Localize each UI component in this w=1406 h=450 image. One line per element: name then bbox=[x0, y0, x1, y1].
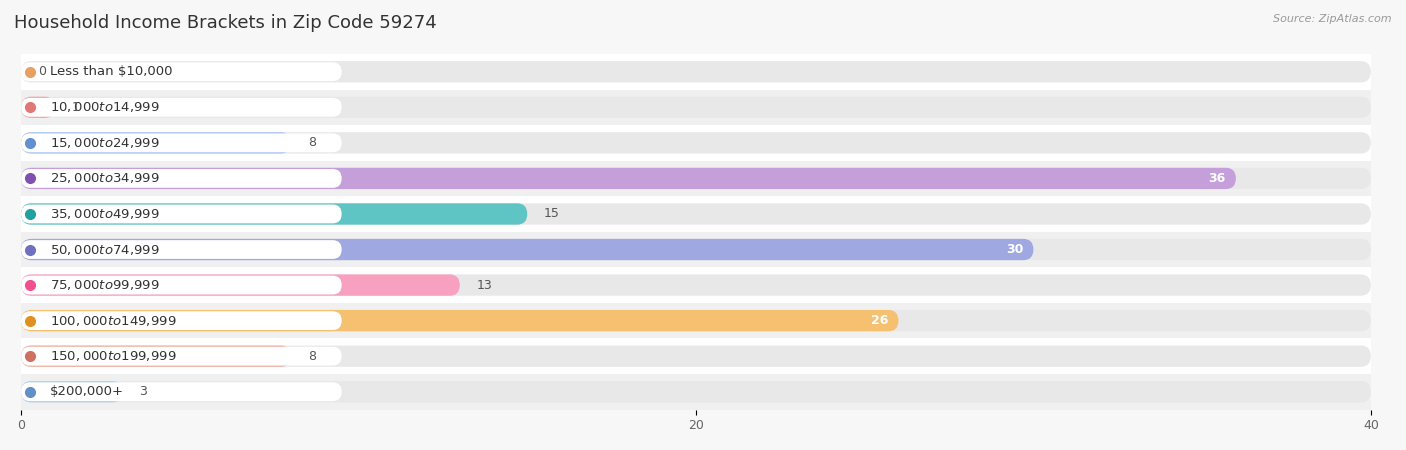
Text: $75,000 to $99,999: $75,000 to $99,999 bbox=[51, 278, 160, 292]
FancyBboxPatch shape bbox=[21, 381, 122, 402]
Text: $35,000 to $49,999: $35,000 to $49,999 bbox=[51, 207, 160, 221]
Text: 8: 8 bbox=[308, 350, 316, 363]
FancyBboxPatch shape bbox=[21, 310, 898, 331]
FancyBboxPatch shape bbox=[21, 203, 527, 225]
FancyBboxPatch shape bbox=[21, 63, 342, 81]
FancyBboxPatch shape bbox=[21, 134, 342, 152]
Text: $200,000+: $200,000+ bbox=[51, 385, 124, 398]
FancyBboxPatch shape bbox=[21, 240, 342, 259]
FancyBboxPatch shape bbox=[21, 168, 1236, 189]
FancyBboxPatch shape bbox=[21, 61, 1371, 82]
Text: $150,000 to $199,999: $150,000 to $199,999 bbox=[51, 349, 177, 363]
Text: $15,000 to $24,999: $15,000 to $24,999 bbox=[51, 136, 160, 150]
FancyBboxPatch shape bbox=[21, 205, 342, 223]
FancyBboxPatch shape bbox=[21, 168, 1371, 189]
FancyBboxPatch shape bbox=[21, 132, 291, 153]
Text: $50,000 to $74,999: $50,000 to $74,999 bbox=[51, 243, 160, 256]
FancyBboxPatch shape bbox=[21, 97, 1371, 118]
Bar bbox=[21, 125, 1371, 161]
Text: 30: 30 bbox=[1005, 243, 1024, 256]
FancyBboxPatch shape bbox=[21, 276, 342, 294]
FancyBboxPatch shape bbox=[21, 311, 342, 330]
FancyBboxPatch shape bbox=[21, 169, 342, 188]
FancyBboxPatch shape bbox=[21, 274, 1371, 296]
FancyBboxPatch shape bbox=[21, 346, 291, 367]
Text: 36: 36 bbox=[1209, 172, 1226, 185]
Text: 3: 3 bbox=[139, 385, 148, 398]
FancyBboxPatch shape bbox=[21, 203, 1371, 225]
FancyBboxPatch shape bbox=[21, 310, 1371, 331]
FancyBboxPatch shape bbox=[21, 98, 342, 117]
Text: 13: 13 bbox=[477, 279, 492, 292]
FancyBboxPatch shape bbox=[21, 347, 342, 365]
Text: 15: 15 bbox=[544, 207, 560, 220]
Text: Less than $10,000: Less than $10,000 bbox=[51, 65, 173, 78]
FancyBboxPatch shape bbox=[21, 132, 1371, 153]
FancyBboxPatch shape bbox=[21, 239, 1371, 260]
Text: $10,000 to $14,999: $10,000 to $14,999 bbox=[51, 100, 160, 114]
Bar bbox=[21, 303, 1371, 338]
Text: 26: 26 bbox=[870, 314, 889, 327]
Bar bbox=[21, 232, 1371, 267]
Text: $100,000 to $149,999: $100,000 to $149,999 bbox=[51, 314, 177, 328]
Bar bbox=[21, 267, 1371, 303]
Bar bbox=[21, 338, 1371, 374]
FancyBboxPatch shape bbox=[21, 381, 1371, 402]
FancyBboxPatch shape bbox=[21, 239, 1033, 260]
Text: Source: ZipAtlas.com: Source: ZipAtlas.com bbox=[1274, 14, 1392, 23]
Bar bbox=[21, 54, 1371, 90]
Text: 8: 8 bbox=[308, 136, 316, 149]
Bar bbox=[21, 196, 1371, 232]
Bar bbox=[21, 90, 1371, 125]
Bar bbox=[21, 161, 1371, 196]
FancyBboxPatch shape bbox=[21, 382, 342, 401]
Text: Household Income Brackets in Zip Code 59274: Household Income Brackets in Zip Code 59… bbox=[14, 14, 437, 32]
Text: $25,000 to $34,999: $25,000 to $34,999 bbox=[51, 171, 160, 185]
FancyBboxPatch shape bbox=[21, 346, 1371, 367]
FancyBboxPatch shape bbox=[21, 97, 55, 118]
Text: 1: 1 bbox=[72, 101, 80, 114]
Text: 0: 0 bbox=[38, 65, 46, 78]
Bar bbox=[21, 374, 1371, 410]
FancyBboxPatch shape bbox=[21, 274, 460, 296]
